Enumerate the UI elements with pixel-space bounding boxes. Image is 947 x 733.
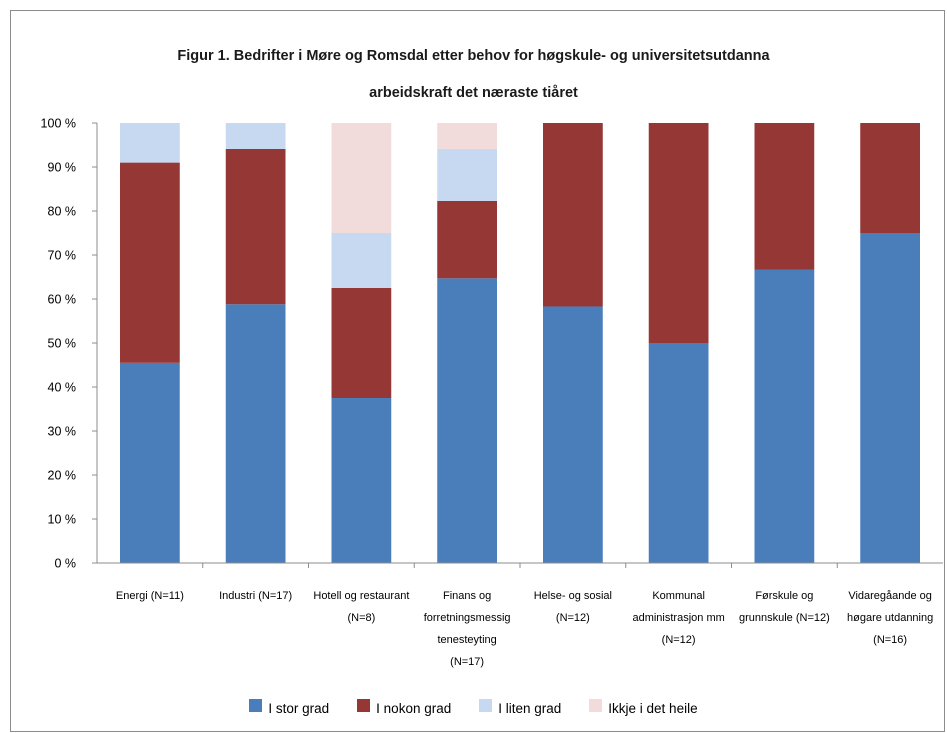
legend-swatch <box>357 698 371 712</box>
x-category-label: (N=12) <box>662 634 696 646</box>
x-category-label: (N=16) <box>873 634 907 646</box>
bar-segment-i-nokon-grad <box>754 123 815 270</box>
x-category-label: Helse- og sosial <box>534 590 612 602</box>
chart-title-line-1: Figur 1. Bedrifter i Møre og Romsdal ett… <box>177 48 770 64</box>
x-category-label: forretningsmessig <box>424 612 511 624</box>
y-tick-label: 100 % <box>41 117 76 131</box>
bar-segment-ikkje-i-det-heile <box>437 123 497 149</box>
legend-label: I nokon grad <box>376 700 452 716</box>
y-tick-label: 40 % <box>48 381 77 395</box>
y-tick-label: 0 % <box>54 557 76 571</box>
legend-swatch <box>249 698 263 712</box>
bar-segment-i-stor-grad <box>331 398 392 563</box>
legend-label: I liten grad <box>498 700 562 716</box>
y-tick-label: 30 % <box>48 425 77 439</box>
legend-item: I nokon grad <box>357 698 452 716</box>
bar-segment-i-nokon-grad <box>437 200 497 279</box>
y-tick-label: 10 % <box>48 513 77 527</box>
x-category-label: (N=12) <box>556 612 590 624</box>
legend-label: Ikkje i det heile <box>608 700 698 716</box>
bar-segment-i-nokon-grad <box>860 123 920 233</box>
bar-segment-i-nokon-grad <box>331 288 392 398</box>
x-category-label: Vidaregåande og <box>848 590 932 602</box>
x-category-label: administrasjon mm <box>632 612 724 624</box>
x-category-label: (N=17) <box>450 656 484 668</box>
bar-segment-i-nokon-grad <box>648 123 709 343</box>
bar-segment-i-liten-grad <box>331 233 392 288</box>
x-category-label: Finans og <box>443 590 491 602</box>
y-tick-label: 20 % <box>48 469 77 483</box>
bar-segment-i-liten-grad <box>225 123 286 149</box>
legend-swatch <box>589 698 603 712</box>
bar-segment-i-nokon-grad <box>225 148 286 305</box>
legend-label: I stor grad <box>268 700 330 716</box>
legend-item: I stor grad <box>249 698 330 716</box>
bar-segment-i-nokon-grad <box>120 162 180 363</box>
legend-item: I liten grad <box>479 698 562 716</box>
bar-segment-i-stor-grad <box>120 362 180 563</box>
bar-segment-i-stor-grad <box>225 304 286 563</box>
bar-segment-i-stor-grad <box>648 343 709 563</box>
x-category-label: Førskule og <box>755 590 813 602</box>
chart-legend: I stor grad I nokon grad I liten grad Ikkje… <box>0 696 947 720</box>
bar-segment-i-stor-grad <box>754 269 815 563</box>
x-category-label: tenesteyting <box>437 634 496 646</box>
x-category-label: høgare utdanning <box>847 612 933 624</box>
legend-item: Ikkje i det heile <box>589 698 698 716</box>
x-category-label: grunnskule (N=12) <box>739 612 830 624</box>
bar-segment-i-stor-grad <box>437 278 497 563</box>
chart-title-line-2: arbeidskraft det næraste tiåret <box>369 85 578 101</box>
bar-segment-i-liten-grad <box>437 148 497 201</box>
bar-segment-i-nokon-grad <box>543 123 603 307</box>
y-tick-label: 70 % <box>48 249 77 263</box>
y-tick-label: 60 % <box>48 293 77 307</box>
y-tick-label: 80 % <box>48 205 77 219</box>
x-category-label: Industri (N=17) <box>219 590 292 602</box>
x-category-label: Hotell og restaurant <box>313 590 409 602</box>
bar-segment-i-liten-grad <box>120 123 180 163</box>
x-category-label: Energi (N=11) <box>116 590 184 602</box>
y-tick-label: 90 % <box>48 161 77 175</box>
legend-swatch <box>479 698 493 712</box>
bar-segment-i-stor-grad <box>860 233 920 563</box>
y-tick-label: 50 % <box>48 337 77 351</box>
bar-segment-ikkje-i-det-heile <box>331 123 392 233</box>
x-category-label: Kommunal <box>652 590 705 602</box>
bar-segment-i-stor-grad <box>543 306 603 563</box>
x-category-label: (N=8) <box>347 612 375 624</box>
chart-title: Figur 1. Bedrifter i Møre og Romsdal ett… <box>0 38 947 112</box>
